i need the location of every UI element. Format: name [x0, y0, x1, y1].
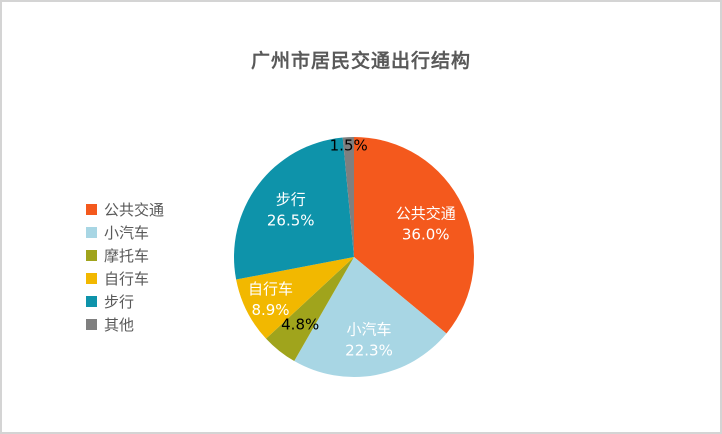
legend-swatch — [86, 226, 97, 238]
legend-label: 小汽车 — [104, 223, 150, 242]
legend-swatch — [86, 203, 97, 215]
legend-label: 公共交通 — [104, 200, 165, 219]
pie-slice-小汽车[interactable] — [294, 257, 447, 377]
slice-label-小汽车: 小汽车 22.3% — [345, 321, 393, 360]
pie-slice-公共交通[interactable] — [354, 137, 474, 334]
slice-label-摩托车: 4.8% — [281, 316, 319, 334]
pie-slice-摩托车[interactable] — [266, 257, 354, 362]
chart-title: 广州市居民交通出行结构 — [250, 50, 471, 72]
legend-item-其他[interactable]: 其他 — [86, 315, 164, 334]
legend: 公共交通小汽车摩托车自行车步行其他 — [86, 200, 165, 334]
pie-slice-其他[interactable] — [342, 137, 354, 257]
legend-swatch — [86, 272, 97, 284]
legend-label: 摩托车 — [104, 246, 150, 265]
slice-label-公共交通: 公共交通 36.0% — [396, 204, 456, 243]
legend-swatch — [86, 295, 97, 307]
legend-swatch — [86, 318, 97, 330]
legend-label: 步行 — [104, 292, 135, 311]
legend-item-公共交通[interactable]: 公共交通 — [86, 200, 165, 219]
legend-item-小汽车[interactable]: 小汽车 — [86, 223, 164, 242]
slice-label-自行车: 自行车 8.9% — [248, 280, 293, 319]
legend-label: 其他 — [104, 315, 135, 334]
slice-label-其他: 1.5% — [330, 137, 368, 155]
pie-slice-步行[interactable] — [234, 137, 354, 280]
legend-swatch — [86, 249, 97, 261]
pie-slice-自行车[interactable] — [236, 257, 354, 339]
legend-item-自行车[interactable]: 自行车 — [86, 269, 164, 288]
legend-item-摩托车[interactable]: 摩托车 — [86, 246, 164, 265]
legend-label: 自行车 — [104, 269, 150, 288]
slice-label-步行: 步行 26.5% — [267, 190, 315, 229]
legend-item-步行[interactable]: 步行 — [86, 292, 164, 311]
